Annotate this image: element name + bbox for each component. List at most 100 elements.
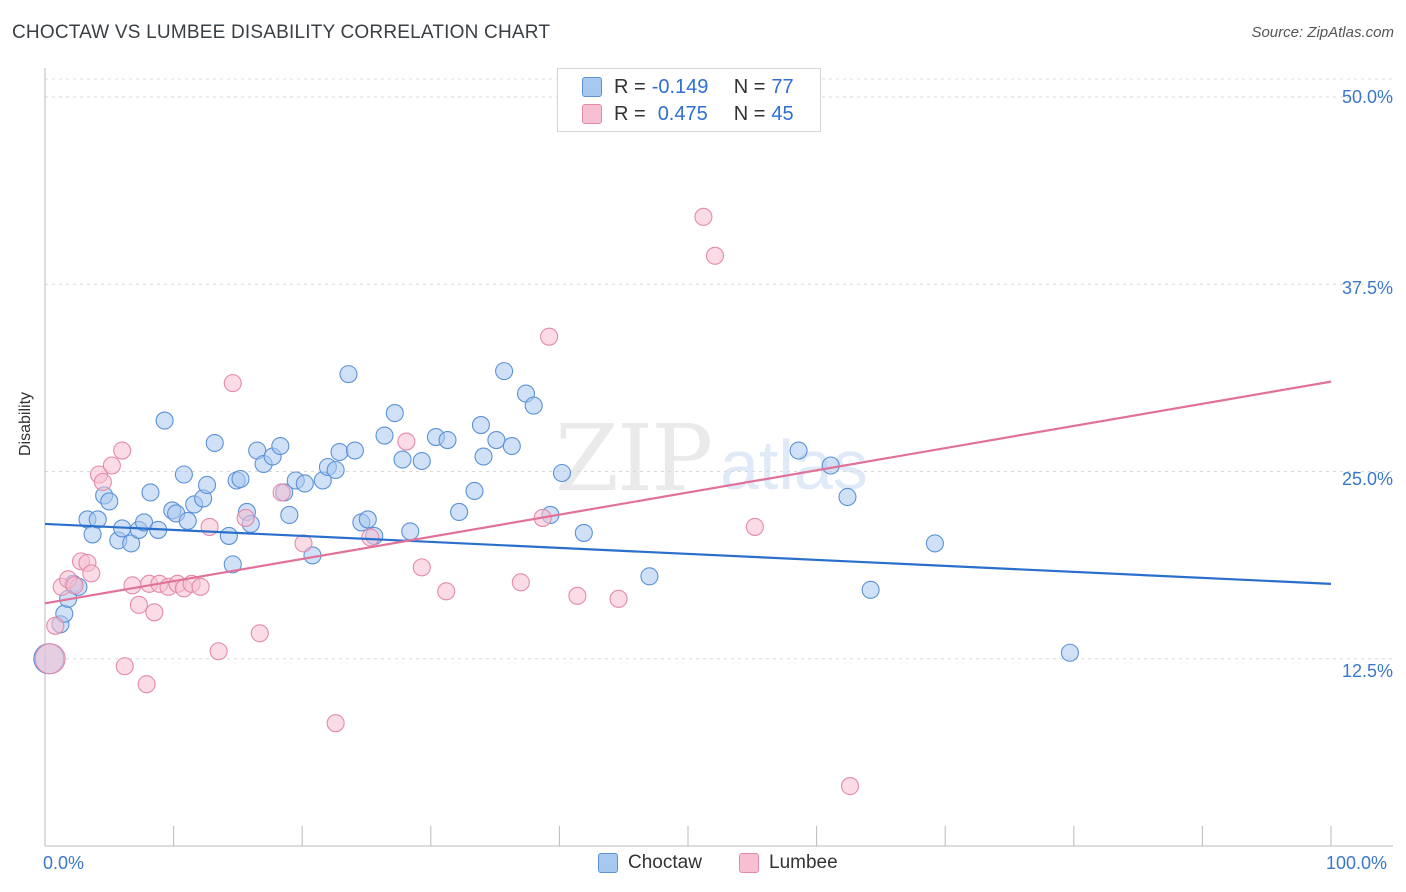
correlation-legend: R = -0.149 N = 77 R = 0.475 N = 45: [557, 68, 821, 132]
series-legend: Choctaw Lumbee: [0, 852, 1406, 878]
choctaw-swatch: [582, 77, 602, 97]
choctaw-n-value: 77: [771, 75, 794, 98]
lumbee-point: [102, 456, 121, 475]
choctaw-point: [438, 430, 457, 450]
lumbee-r-value: 0.475: [657, 102, 708, 125]
lumbee-point: [412, 558, 431, 577]
choctaw-point: [412, 451, 431, 471]
choctaw-point: [223, 555, 242, 574]
choctaw-point: [574, 523, 593, 542]
choctaw-point: [205, 433, 224, 453]
lumbee-point: [437, 582, 456, 601]
y-tick-label-25: 25.0%: [1341, 469, 1393, 489]
choctaw-point: [838, 487, 857, 507]
choctaw-point: [487, 430, 506, 450]
choctaw-point: [474, 447, 493, 466]
watermark-zip: ZIP: [555, 405, 713, 512]
choctaw-point: [393, 450, 412, 469]
source-credit: Source: ZipAtlas.com: [1251, 24, 1394, 41]
choctaw-point: [219, 526, 238, 545]
lumbee-point: [82, 564, 101, 583]
lumbee-point: [93, 472, 112, 492]
lumbee-n-label: N =: [733, 102, 766, 125]
choctaw-point: [134, 513, 154, 532]
choctaw-point: [178, 511, 197, 530]
lumbee-point: [705, 246, 725, 265]
y-tick-label-37-5: 37.5%: [1341, 278, 1393, 298]
choctaw-point: [83, 525, 102, 544]
choctaw-point: [88, 510, 107, 529]
choctaw-r-value: -0.149: [651, 75, 709, 98]
choctaw-point: [925, 534, 944, 553]
lumbee-trend-line: [44, 380, 1332, 605]
legend-row-choctaw: R = -0.149 N = 77: [582, 73, 794, 101]
lumbee-point: [65, 576, 84, 595]
choctaw-point: [330, 442, 349, 462]
lumbee-legend-label: Lumbee: [769, 852, 838, 873]
choctaw-point: [385, 404, 404, 423]
legend-item-lumbee[interactable]: Lumbee: [739, 852, 838, 874]
lumbee-point: [511, 573, 530, 592]
lumbee-point: [236, 508, 255, 527]
choctaw-point: [295, 474, 314, 493]
lumbee-point: [191, 577, 210, 596]
choctaw-point: [552, 463, 572, 483]
lumbee-point: [326, 714, 345, 733]
choctaw-trend-line: [44, 522, 1332, 585]
lumbee-point: [137, 675, 156, 694]
choctaw-point: [861, 580, 880, 599]
choctaw-point: [495, 362, 514, 381]
choctaw-point: [375, 426, 394, 445]
y-tick-label-12-5: 12.5%: [1341, 661, 1393, 681]
choctaw-point: [450, 502, 469, 521]
choctaw-point: [345, 441, 364, 460]
choctaw-point: [471, 416, 491, 435]
choctaw-point: [640, 567, 659, 586]
x-tick-label-100: 100.0%: [1326, 853, 1388, 873]
choctaw-point: [141, 483, 160, 502]
lumbee-point: [129, 595, 148, 614]
choctaw-point: [174, 465, 193, 484]
lumbee-r-label: R =: [614, 102, 646, 125]
legend-row-lumbee: R = 0.475 N = 45: [582, 100, 794, 128]
lumbee-point: [745, 517, 764, 536]
lumbee-point: [540, 327, 559, 346]
lumbee-n-value: 45: [771, 102, 794, 125]
choctaw-point: [280, 505, 299, 524]
lumbee-point: [123, 576, 142, 595]
legend-item-choctaw[interactable]: Choctaw: [598, 852, 702, 874]
choctaw-n-label: N =: [733, 75, 766, 98]
choctaw-point: [1060, 643, 1079, 662]
lumbee-point: [34, 643, 66, 675]
choctaw-point: [821, 456, 840, 475]
choctaw-r-label: R =: [614, 75, 646, 98]
lumbee-point: [115, 657, 134, 676]
lumbee-point: [840, 777, 860, 796]
choctaw-legend-swatch: [598, 853, 618, 873]
x-tick-label-0: 0.0%: [43, 853, 85, 873]
choctaw-point: [524, 396, 543, 415]
lumbee-point: [694, 207, 713, 226]
y-tick-label-50: 50.0%: [1341, 87, 1393, 107]
choctaw-point: [271, 436, 290, 456]
lumbee-legend-swatch: [739, 853, 759, 873]
choctaw-point: [231, 469, 250, 489]
y-axis-label: Disability: [17, 391, 34, 456]
choctaw-point: [465, 481, 484, 501]
lumbee-point: [397, 432, 416, 451]
lumbee-point: [145, 603, 164, 622]
lumbee-swatch: [582, 104, 602, 124]
choctaw-point: [326, 460, 345, 480]
choctaw-point: [789, 441, 808, 460]
lumbee-point: [294, 534, 313, 553]
choctaw-point: [100, 492, 119, 511]
choctaw-legend-label: Choctaw: [628, 852, 702, 873]
lumbee-point: [113, 441, 132, 460]
choctaw-point: [401, 522, 420, 541]
lumbee-point: [568, 586, 587, 605]
lumbee-point: [361, 528, 380, 547]
lumbee-point: [250, 624, 269, 643]
choctaw-point: [358, 510, 377, 529]
lumbee-point: [223, 374, 242, 393]
